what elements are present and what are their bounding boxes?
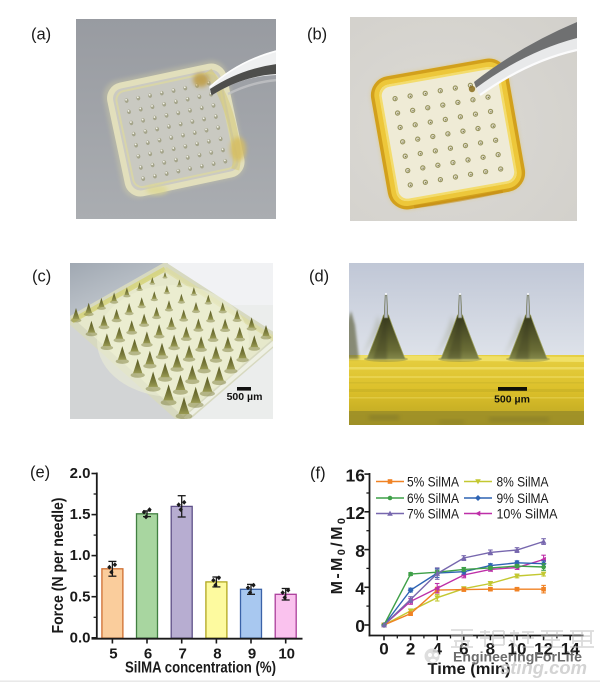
svg-text:7: 7: [179, 646, 187, 663]
svg-text:SilMA concentration (%): SilMA concentration (%): [125, 660, 276, 677]
svg-text:(b): (b): [307, 26, 327, 44]
svg-text:Force (N per needle): Force (N per needle): [50, 498, 67, 634]
svg-text:1.0: 1.0: [70, 547, 91, 564]
svg-text:Time (min): Time (min): [428, 661, 511, 678]
svg-text:2.0: 2.0: [70, 465, 91, 482]
svg-text:6% SilMA: 6% SilMA: [407, 490, 460, 506]
svg-text:12: 12: [534, 640, 553, 659]
svg-text:6: 6: [144, 646, 152, 663]
svg-text:(f): (f): [310, 465, 326, 483]
svg-text:500 µm: 500 µm: [227, 391, 263, 403]
svg-text:(e): (e): [30, 464, 50, 482]
svg-text:0.0: 0.0: [70, 629, 91, 646]
svg-text:8% SilMA: 8% SilMA: [497, 474, 550, 490]
svg-text:5: 5: [109, 646, 117, 663]
svg-text:0: 0: [379, 640, 388, 659]
svg-text:7% SilMA: 7% SilMA: [407, 506, 460, 522]
svg-text:1.5: 1.5: [70, 506, 91, 523]
svg-text:(a): (a): [31, 26, 51, 44]
svg-text:12: 12: [346, 503, 366, 523]
svg-text:9% SilMA: 9% SilMA: [497, 490, 550, 506]
svg-text:sting.com: sting.com: [500, 658, 587, 678]
svg-text:(d): (d): [309, 268, 329, 286]
svg-text:500 µm: 500 µm: [494, 394, 530, 406]
svg-text:8: 8: [486, 640, 495, 659]
svg-text:14: 14: [561, 640, 580, 659]
svg-text:2: 2: [406, 640, 415, 659]
svg-text:(c): (c): [32, 268, 51, 286]
svg-text:8: 8: [355, 541, 365, 561]
svg-text:8: 8: [213, 646, 221, 663]
svg-text:16: 16: [346, 465, 366, 485]
svg-text:EngineeringForLife: EngineeringForLife: [453, 650, 583, 665]
svg-text:0: 0: [355, 616, 365, 636]
svg-text:9: 9: [248, 646, 256, 663]
svg-text:5% SilMA: 5% SilMA: [407, 474, 460, 490]
svg-text:4: 4: [355, 579, 365, 599]
svg-text:10: 10: [508, 640, 527, 659]
svg-text:10: 10: [278, 646, 295, 663]
svg-text:10% SilMA: 10% SilMA: [497, 506, 559, 522]
svg-text:M-M0/M0: M-M0/M0: [329, 516, 348, 595]
svg-text:6: 6: [459, 640, 468, 659]
svg-text:4: 4: [432, 640, 442, 659]
svg-text:0.5: 0.5: [70, 588, 91, 605]
